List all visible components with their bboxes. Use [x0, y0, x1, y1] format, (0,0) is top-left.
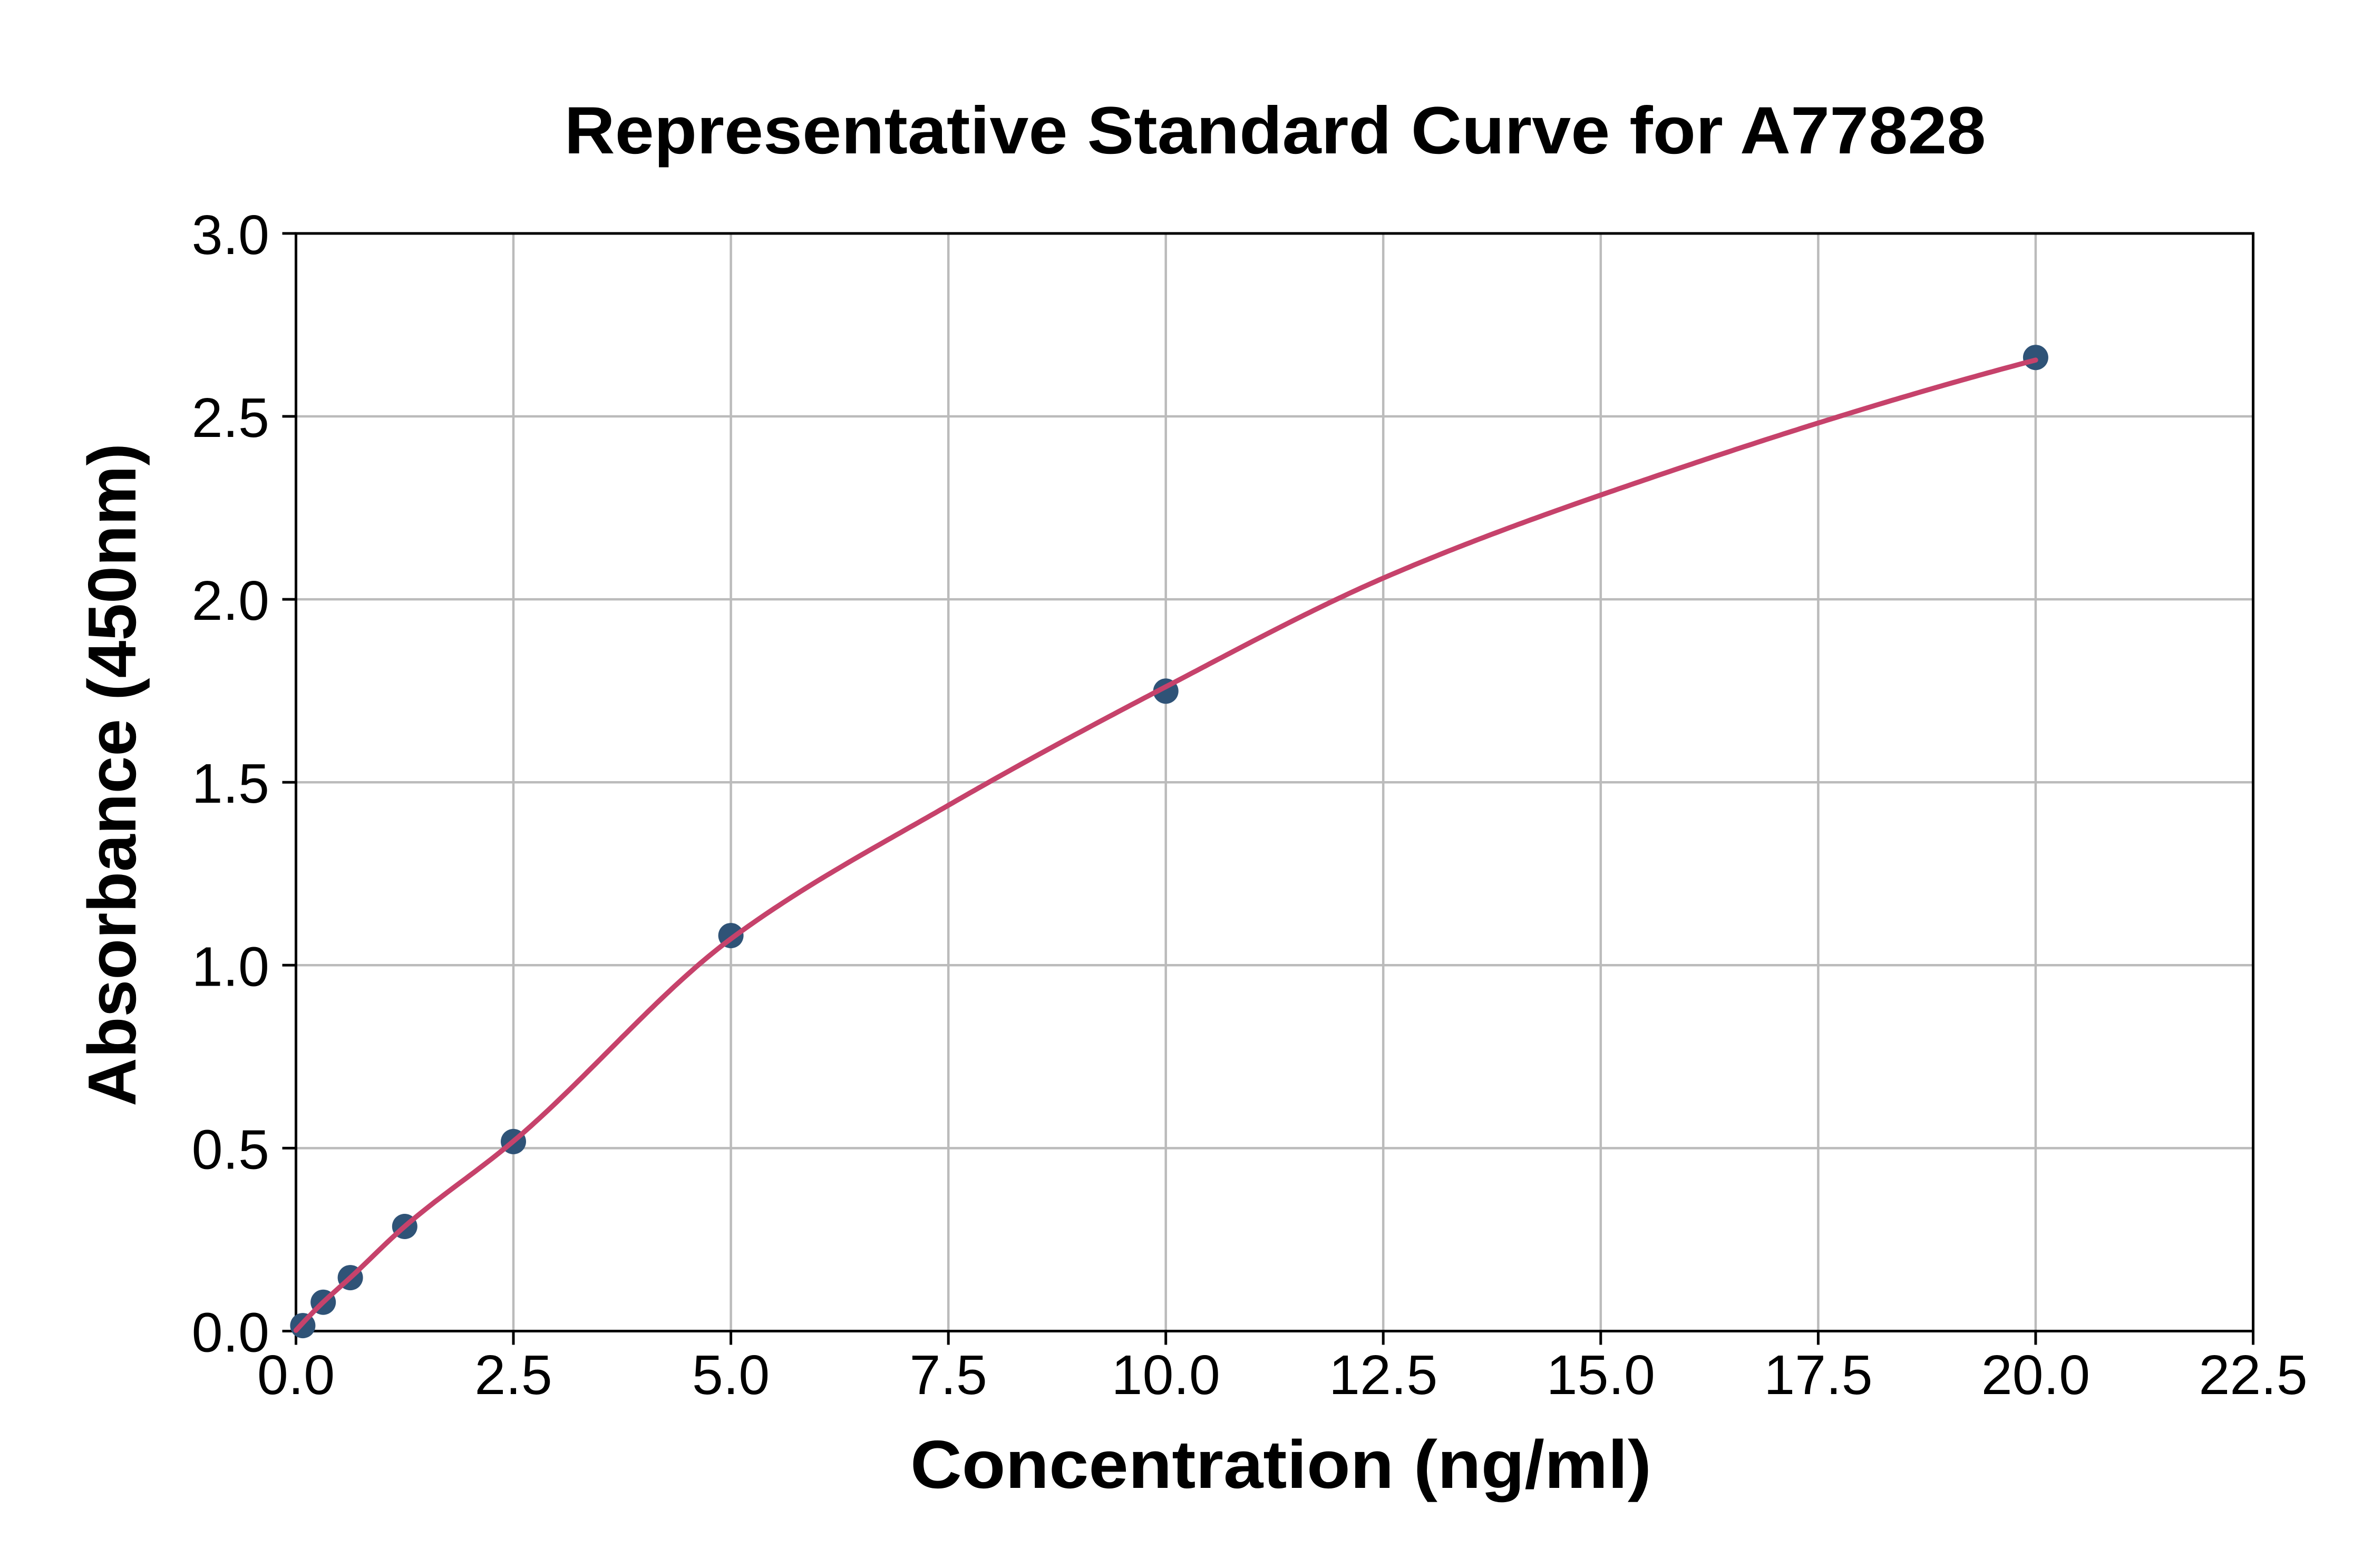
- svg-text:17.5: 17.5: [1764, 1344, 1872, 1406]
- svg-text:2.5: 2.5: [192, 387, 269, 449]
- svg-text:5.0: 5.0: [692, 1344, 770, 1406]
- svg-text:Representative Standard Curve: Representative Standard Curve for A77828: [565, 93, 1986, 168]
- svg-text:2.0: 2.0: [192, 570, 269, 632]
- svg-text:2.5: 2.5: [474, 1344, 552, 1406]
- svg-text:10.0: 10.0: [1112, 1344, 1220, 1406]
- svg-text:Absorbance (450nm): Absorbance (450nm): [74, 443, 150, 1106]
- svg-text:1.0: 1.0: [192, 936, 269, 998]
- svg-text:0.0: 0.0: [257, 1344, 335, 1406]
- svg-text:15.0: 15.0: [1547, 1344, 1655, 1406]
- svg-text:7.5: 7.5: [910, 1344, 987, 1406]
- svg-text:12.5: 12.5: [1329, 1344, 1437, 1406]
- svg-text:Concentration (ng/ml): Concentration (ng/ml): [910, 1427, 1651, 1503]
- svg-text:20.0: 20.0: [1981, 1344, 2090, 1406]
- svg-text:22.5: 22.5: [2199, 1344, 2307, 1406]
- svg-text:1.5: 1.5: [192, 753, 269, 815]
- svg-text:3.0: 3.0: [192, 204, 269, 266]
- svg-text:0.0: 0.0: [192, 1302, 269, 1364]
- svg-text:0.5: 0.5: [192, 1118, 269, 1181]
